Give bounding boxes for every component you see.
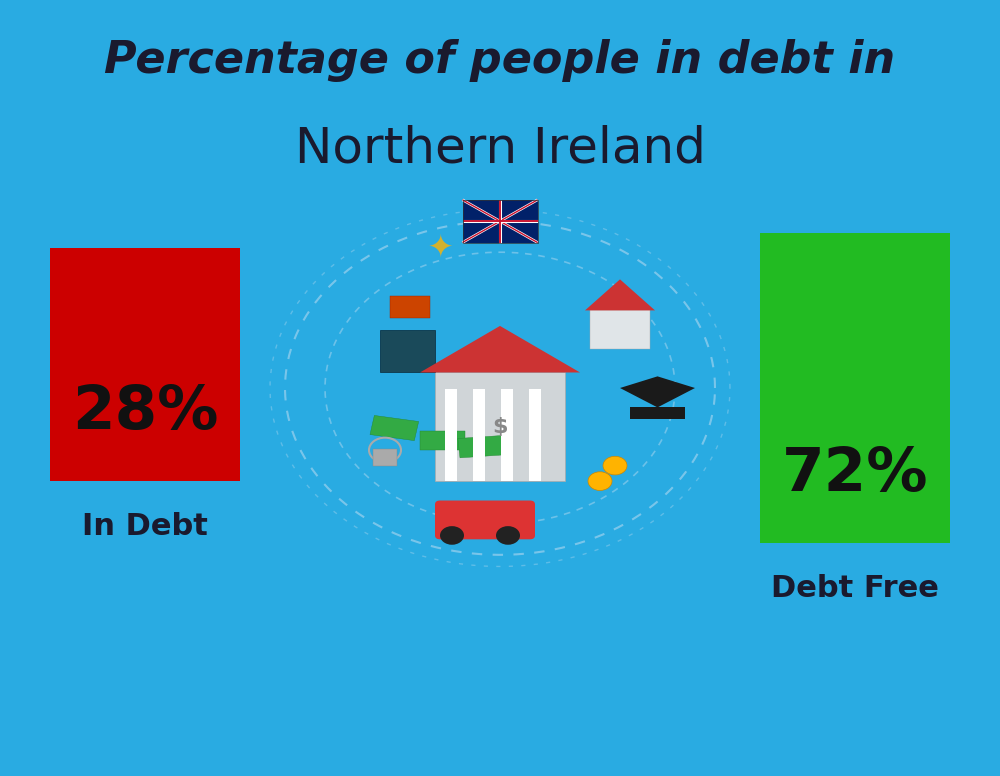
Bar bbox=[462, 199, 538, 242]
Bar bbox=[370, 415, 419, 441]
Circle shape bbox=[588, 472, 612, 490]
Text: ✦: ✦ bbox=[427, 234, 453, 263]
Polygon shape bbox=[620, 376, 695, 407]
Bar bbox=[473, 389, 485, 481]
Bar bbox=[760, 233, 950, 543]
Bar bbox=[445, 389, 457, 481]
Text: $: $ bbox=[492, 417, 508, 437]
Circle shape bbox=[603, 456, 627, 475]
Bar bbox=[390, 296, 430, 318]
Text: Debt Free: Debt Free bbox=[771, 574, 939, 603]
Bar bbox=[435, 372, 565, 481]
Text: 72%: 72% bbox=[782, 445, 928, 504]
Bar bbox=[458, 435, 505, 458]
Text: Northern Ireland: Northern Ireland bbox=[295, 124, 705, 172]
Bar bbox=[630, 407, 685, 419]
Bar bbox=[590, 310, 650, 349]
Text: 28%: 28% bbox=[72, 383, 218, 442]
Polygon shape bbox=[585, 279, 655, 310]
Circle shape bbox=[496, 526, 520, 545]
FancyBboxPatch shape bbox=[435, 501, 535, 539]
Bar bbox=[529, 389, 541, 481]
Circle shape bbox=[440, 526, 464, 545]
Bar bbox=[501, 389, 513, 481]
Bar bbox=[380, 330, 435, 372]
Bar bbox=[50, 248, 240, 481]
Bar bbox=[462, 199, 538, 242]
Text: Percentage of people in debt in: Percentage of people in debt in bbox=[104, 39, 896, 81]
Text: In Debt: In Debt bbox=[82, 512, 208, 541]
Polygon shape bbox=[420, 326, 580, 372]
Bar bbox=[373, 449, 397, 466]
Bar bbox=[420, 431, 465, 450]
